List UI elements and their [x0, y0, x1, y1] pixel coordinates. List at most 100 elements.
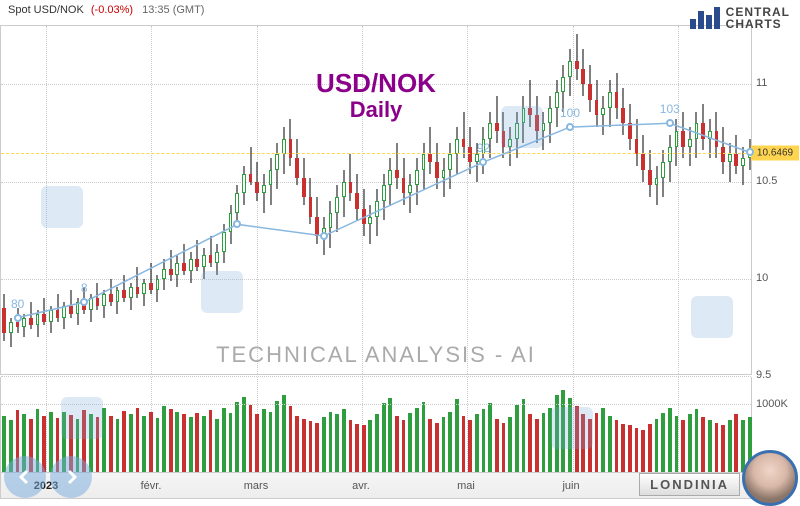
candle [109, 26, 113, 376]
volume-bar [109, 416, 113, 472]
candle [149, 26, 153, 376]
candle [601, 26, 605, 376]
volume-bar [522, 399, 526, 472]
y-tick-label: 10 [756, 272, 768, 284]
volume-chart[interactable] [0, 377, 752, 473]
candle [169, 26, 173, 376]
nav-prev-button[interactable] [4, 456, 46, 498]
candle [581, 26, 585, 376]
x-tick-label: juin [562, 480, 579, 492]
trend-point [233, 220, 241, 228]
candle [215, 26, 219, 376]
candle [189, 26, 193, 376]
candle [116, 26, 120, 376]
volume-bar [402, 420, 406, 472]
volume-bar [621, 424, 625, 472]
candle [368, 26, 372, 376]
volume-bar [488, 403, 492, 472]
price-change: (-0.03%) [91, 4, 133, 16]
candle [2, 26, 6, 376]
centralcharts-logo[interactable]: CENTRALCHARTS [690, 6, 790, 30]
candle [349, 26, 353, 376]
candle [342, 26, 346, 376]
volume-bar [715, 423, 719, 472]
candle [22, 26, 26, 376]
watermark-icon [691, 296, 733, 338]
nav-next-button[interactable] [50, 456, 92, 498]
logo-bars-icon [690, 7, 720, 29]
volume-bar [661, 413, 665, 472]
volume-bar [422, 402, 426, 472]
trend-point [479, 158, 487, 166]
timestamp: 13:35 (GMT) [142, 4, 204, 16]
candle [661, 26, 665, 376]
volume-bar [475, 414, 479, 472]
candle [508, 26, 512, 376]
volume-bar [255, 414, 259, 472]
candle [442, 26, 446, 376]
trend-point-label: 8 [81, 281, 88, 295]
candle [375, 26, 379, 376]
nav-controls [4, 456, 92, 498]
volume-bar [142, 416, 146, 472]
candle [202, 26, 206, 376]
candle [9, 26, 13, 376]
trend-point-label: 100 [560, 106, 580, 120]
volume-bar [495, 419, 499, 472]
londinia-avatar[interactable] [742, 450, 798, 506]
volume-bar [222, 408, 226, 472]
volume-bar [608, 416, 612, 472]
volume-bar [322, 417, 326, 472]
candle [675, 26, 679, 376]
candle [322, 26, 326, 376]
volume-bar [215, 419, 219, 472]
x-tick-label: févr. [141, 480, 162, 492]
candle [36, 26, 40, 376]
y-tick-label: 10.5 [756, 175, 777, 187]
volume-bar [655, 419, 659, 472]
trend-point-label: 80 [11, 297, 24, 311]
volume-bar [269, 412, 273, 472]
volume-bar [628, 425, 632, 472]
candle [628, 26, 632, 376]
candle [648, 26, 652, 376]
candle [335, 26, 339, 376]
volume-bar [462, 416, 466, 472]
volume-bar [435, 423, 439, 472]
londinia-badge[interactable]: LONDINIA [639, 473, 740, 496]
candle [448, 26, 452, 376]
y-tick-label: 11 [756, 77, 767, 89]
volume-bar [708, 420, 712, 472]
candle [462, 26, 466, 376]
volume-bar [242, 397, 246, 472]
volume-y-tick: 1000K [756, 398, 788, 410]
candle [302, 26, 306, 376]
volume-bar [295, 416, 299, 472]
volume-bar [368, 420, 372, 472]
candle [415, 26, 419, 376]
candle [535, 26, 539, 376]
volume-bar [335, 414, 339, 472]
candle [422, 26, 426, 376]
price-chart[interactable]: USD/NOK Daily TECHNICAL ANALYSIS - AI 10… [0, 25, 752, 375]
volume-bar [375, 414, 379, 472]
volume-bar [275, 401, 279, 472]
volume-bar [169, 409, 173, 472]
volume-bar [129, 414, 133, 472]
candle [195, 26, 199, 376]
volume-bar [229, 413, 233, 472]
candle [102, 26, 106, 376]
volume-bar [189, 417, 193, 472]
candle [282, 26, 286, 376]
candle [182, 26, 186, 376]
candle [621, 26, 625, 376]
candle [275, 26, 279, 376]
watermark-icon [201, 271, 243, 313]
volume-bar [329, 412, 333, 472]
volume-bar [615, 420, 619, 472]
trend-point [746, 148, 754, 156]
volume-bar [116, 419, 120, 472]
trend-point-label: 103 [660, 102, 680, 116]
volume-bar [668, 408, 672, 472]
volume-bar [195, 413, 199, 472]
